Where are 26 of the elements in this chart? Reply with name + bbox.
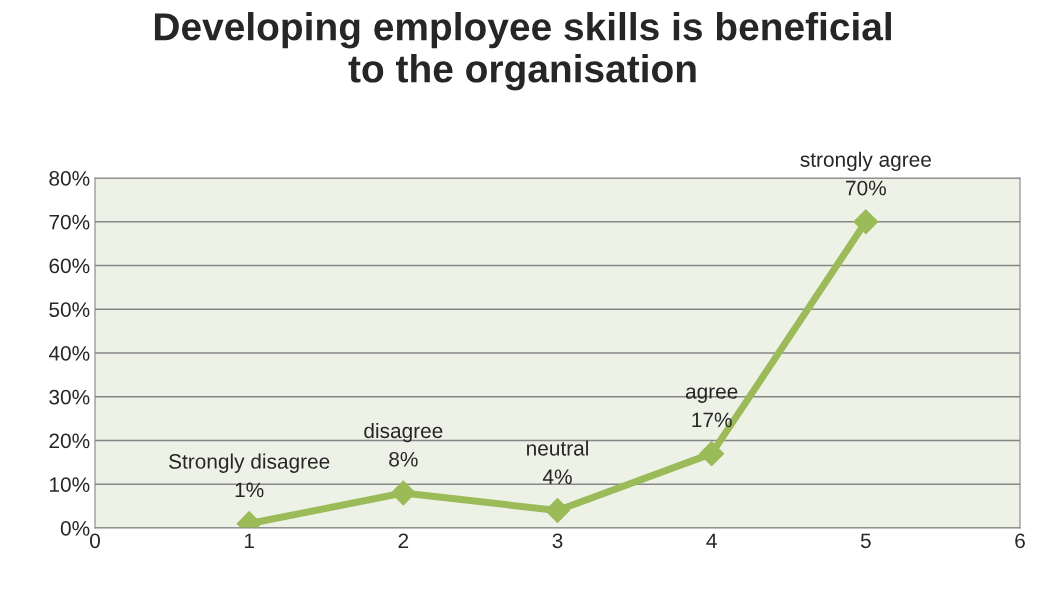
chart-title: Developing employee skills is beneficial to the organisation	[154, 12, 891, 91]
point	[390, 480, 417, 506]
x-tick-label: 0	[90, 533, 100, 549]
point	[544, 497, 571, 524]
data-label: agree 17%	[685, 387, 738, 428]
y-tick-label: 10%	[50, 477, 90, 492]
data-label: disagree 8%	[364, 422, 443, 467]
x-tick-label: 2	[398, 533, 409, 548]
y-tick-label: 60%	[49, 258, 90, 274]
x-tick-label: 6	[1015, 533, 1025, 549]
x-tick-label: 3	[552, 533, 563, 549]
y-tick-label: 40%	[48, 346, 90, 361]
y-tick-label: 0%	[60, 521, 90, 536]
point	[853, 208, 879, 235]
y-tick-label: 80%	[49, 171, 90, 186]
data-label: neutral 4%	[527, 440, 588, 485]
y-tick-label: 30%	[49, 389, 90, 405]
y-tick-label: 20%	[49, 433, 90, 449]
data-label: Strongly disagree 1%	[169, 453, 330, 498]
x-tick-label: 5	[860, 533, 871, 549]
x-tick-label: 1	[244, 533, 254, 548]
point	[698, 440, 725, 467]
y-tick-label: 70%	[49, 214, 90, 230]
y-tick-label: 50%	[49, 302, 90, 317]
x-tick-label: 4	[706, 533, 717, 548]
data-label: strongly agree 70%	[800, 151, 931, 196]
